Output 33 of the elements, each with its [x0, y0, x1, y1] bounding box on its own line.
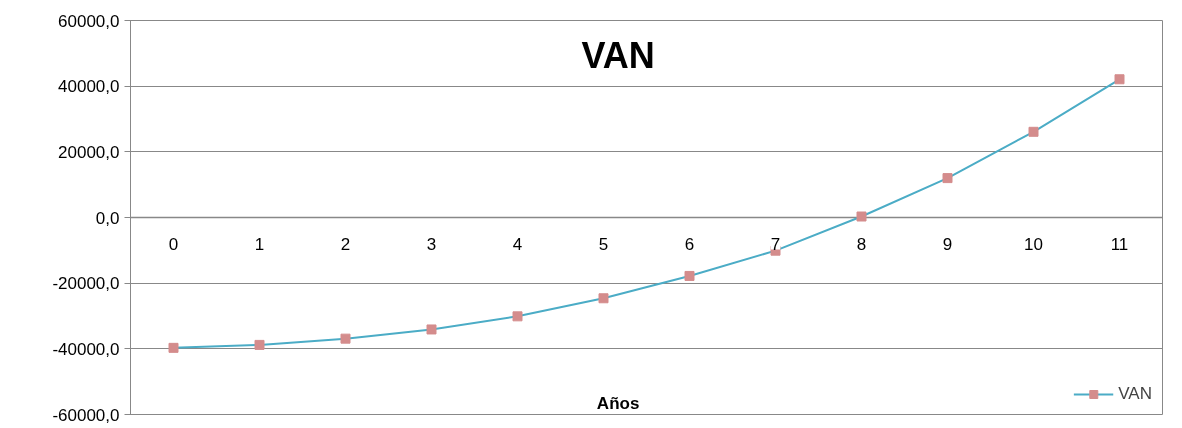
point [1028, 126, 1039, 137]
legend-label: VAN [1118, 384, 1152, 404]
point [856, 211, 867, 222]
x-tick-label: 11 [1110, 234, 1129, 254]
x-tick-label: 2 [340, 234, 351, 254]
x-axis-title: Años [596, 393, 640, 413]
point [1114, 74, 1125, 85]
point [426, 324, 437, 335]
y-tick-label: -20000,0 [52, 274, 120, 294]
chart-title: VAN [581, 34, 655, 76]
x-tick-label: 8 [856, 234, 867, 254]
point [340, 333, 351, 344]
point [254, 339, 265, 350]
point [684, 270, 695, 281]
point [168, 342, 179, 353]
x-tick-label: 9 [942, 234, 953, 254]
x-tick-label: 0 [168, 234, 179, 254]
point [512, 311, 523, 322]
y-tick-label: 0,0 [95, 208, 120, 228]
point [598, 293, 609, 304]
x-tick-label: 10 [1024, 234, 1043, 254]
x-tick-label: 5 [598, 234, 609, 254]
point [942, 173, 953, 184]
y-tick-label: -40000,0 [52, 339, 120, 359]
x-tick-label: 1 [254, 234, 265, 254]
x-tick-label: 3 [426, 234, 437, 254]
y-tick-label: 40000,0 [58, 77, 120, 97]
x-tick-label: 7 [770, 234, 781, 254]
x-tick-label: 6 [684, 234, 695, 254]
y-tick-label: -60000,0 [52, 405, 120, 425]
x-tick-label: 4 [512, 234, 523, 254]
y-tick-label: 20000,0 [58, 142, 120, 162]
y-tick-label: 60000,0 [58, 11, 120, 31]
